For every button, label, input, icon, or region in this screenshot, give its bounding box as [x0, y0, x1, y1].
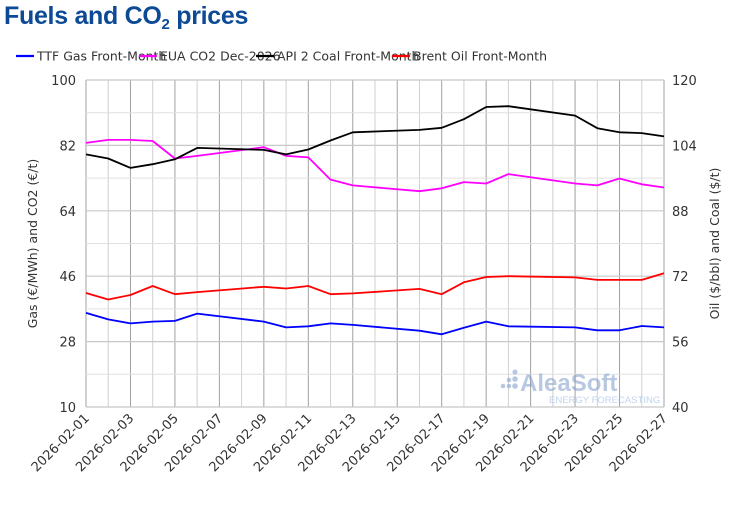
chart-title: Fuels and CO2 prices	[4, 2, 248, 33]
left-axis-label: Gas (€/MWh) and CO2 (€/t)	[25, 159, 40, 329]
right-axis-tick-label: 120	[672, 74, 697, 89]
series-line-ttf-gas-front-month	[85, 312, 665, 336]
series-line-api-2-coal-front-month	[85, 105, 665, 169]
right-axis-label: Oil ($/bbl) and Coal ($/t)	[707, 168, 722, 320]
right-axis-tick-label: 104	[672, 139, 697, 154]
right-axis-tick-label: 56	[672, 336, 689, 351]
series-line-eua-co2-dec-2026	[85, 138, 665, 193]
legend-label: EUA CO2 Dec-2026	[160, 49, 281, 64]
left-axis-tick-label: 100	[51, 74, 76, 89]
aleasoft-watermark: AleaSoft ENERGY FORECASTING	[500, 369, 660, 406]
legend-label: TTF Gas Front-Month	[36, 49, 166, 64]
title-text: Fuels and CO	[4, 2, 162, 30]
series-lines	[85, 105, 665, 336]
left-axis-tick-label: 10	[59, 401, 76, 416]
watermark-brand: AleaSoft	[520, 370, 617, 397]
legend-label: API 2 Coal Front-Month	[277, 49, 419, 64]
axes: 1028466482100405672881041202026-02-01202…	[25, 74, 722, 475]
left-axis-tick-label: 82	[59, 139, 76, 154]
grid	[85, 79, 665, 408]
legend-label: Brent Oil Front-Month	[413, 49, 547, 64]
right-axis-tick-label: 40	[672, 401, 689, 416]
left-axis-tick-label: 46	[59, 270, 76, 285]
left-axis-tick-label: 28	[59, 336, 76, 351]
title-text-end: prices	[169, 2, 249, 30]
right-axis-tick-label: 72	[672, 270, 689, 285]
title-subscript: 2	[161, 16, 170, 33]
right-axis-tick-label: 88	[672, 205, 689, 220]
watermark-tagline: ENERGY FORECASTING	[549, 395, 660, 406]
series-line-brent-oil-front-month	[85, 272, 665, 301]
aleasoft-logo-dots-icon	[500, 369, 518, 389]
left-axis-tick-label: 64	[59, 205, 76, 220]
